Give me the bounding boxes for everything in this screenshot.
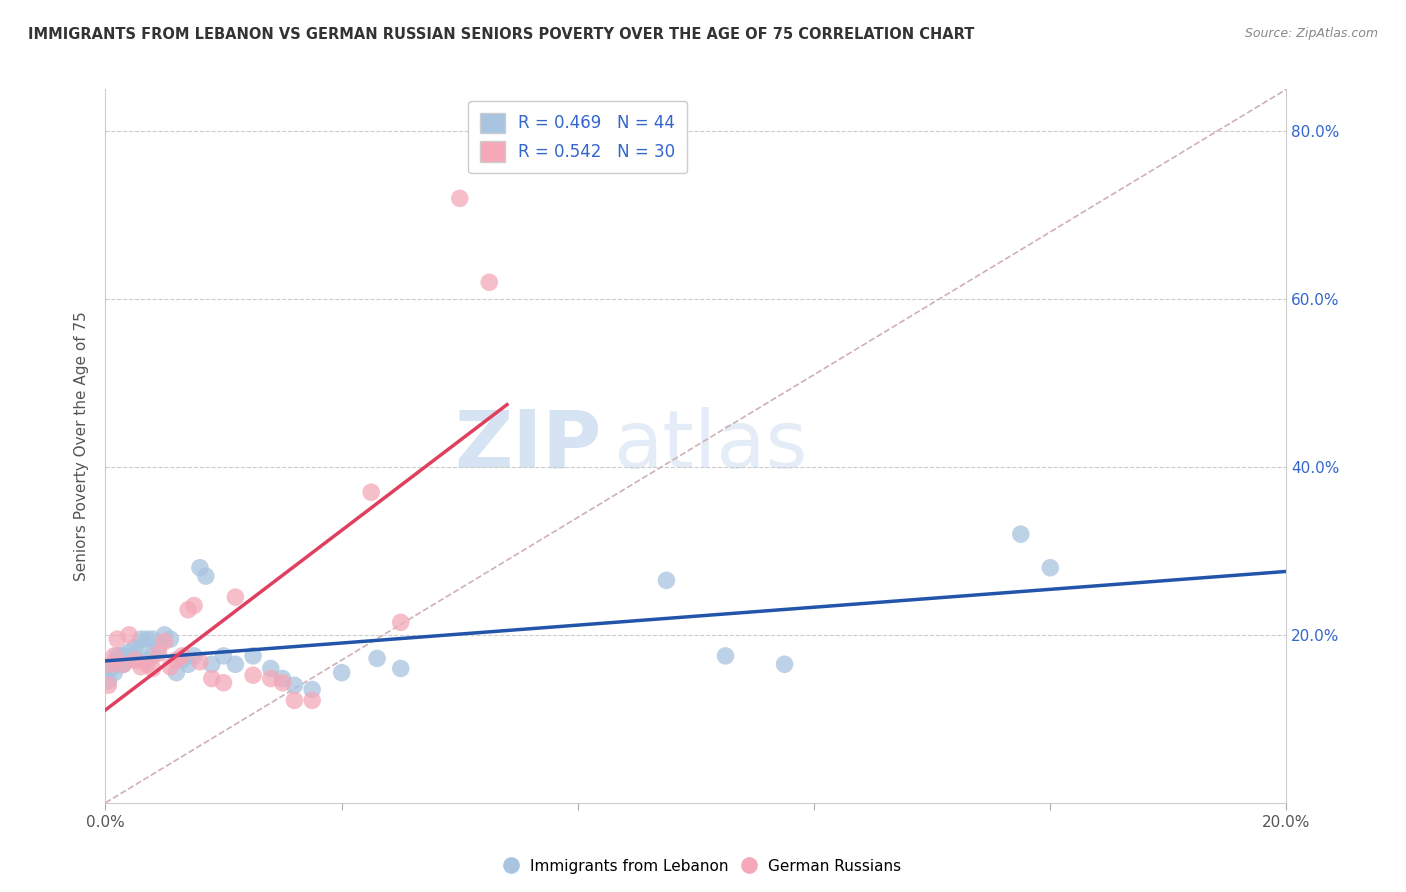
Point [224, 657, 246, 672]
Point [153, 628, 176, 642]
Point [112, 657, 135, 672]
Point [714, 648, 737, 663]
Point [105, 648, 128, 663]
Point [271, 672, 294, 686]
Point [124, 653, 146, 667]
Point [655, 574, 678, 588]
Point [159, 632, 181, 646]
Point [118, 648, 141, 663]
Point [212, 648, 235, 663]
Point [449, 191, 471, 205]
Point [201, 657, 224, 672]
Point [105, 632, 128, 646]
Point [135, 653, 157, 667]
Point [1039, 560, 1062, 574]
Point [135, 657, 157, 672]
Point [142, 661, 165, 675]
Point [129, 660, 152, 674]
Point [97, 674, 120, 689]
Y-axis label: Seniors Poverty Over the Age of 75: Seniors Poverty Over the Age of 75 [75, 311, 90, 581]
Point [1010, 527, 1032, 541]
Point [129, 640, 152, 655]
Point [112, 657, 135, 672]
Point [177, 603, 200, 617]
Point [124, 640, 146, 655]
Legend: Immigrants from Lebanon, German Russians: Immigrants from Lebanon, German Russians [499, 853, 907, 880]
Point [124, 653, 146, 667]
Point [105, 653, 128, 667]
Point [118, 628, 141, 642]
Point [165, 653, 187, 667]
Point [389, 661, 412, 675]
Point [183, 599, 205, 613]
Point [283, 678, 305, 692]
Point [301, 682, 323, 697]
Point [283, 693, 305, 707]
Point [142, 632, 165, 646]
Point [112, 657, 135, 672]
Point [172, 648, 194, 663]
Point [301, 693, 323, 707]
Legend: R = 0.469   N = 44, R = 0.542   N = 30: R = 0.469 N = 44, R = 0.542 N = 30 [468, 101, 688, 173]
Point [100, 657, 122, 672]
Point [103, 648, 125, 663]
Point [129, 632, 152, 646]
Point [242, 648, 264, 663]
Point [110, 648, 132, 663]
Point [165, 665, 187, 680]
Point [183, 648, 205, 663]
Point [103, 665, 125, 680]
Point [100, 661, 122, 675]
Point [153, 634, 176, 648]
Point [148, 646, 170, 660]
Point [118, 645, 141, 659]
Point [135, 632, 157, 646]
Point [260, 661, 283, 675]
Point [188, 655, 211, 669]
Point [97, 678, 120, 692]
Point [330, 665, 353, 680]
Point [112, 648, 135, 663]
Text: IMMIGRANTS FROM LEBANON VS GERMAN RUSSIAN SENIORS POVERTY OVER THE AGE OF 75 COR: IMMIGRANTS FROM LEBANON VS GERMAN RUSSIA… [28, 27, 974, 42]
Point [194, 569, 217, 583]
Point [177, 657, 200, 672]
Point [159, 660, 181, 674]
Point [148, 640, 170, 655]
Text: Source: ZipAtlas.com: Source: ZipAtlas.com [1244, 27, 1378, 40]
Point [366, 651, 388, 665]
Point [260, 672, 283, 686]
Point [172, 653, 194, 667]
Point [212, 675, 235, 690]
Point [271, 675, 294, 690]
Point [188, 560, 211, 574]
Point [773, 657, 796, 672]
Point [360, 485, 382, 500]
Point [201, 672, 224, 686]
Point [242, 668, 264, 682]
Point [478, 275, 501, 289]
Point [389, 615, 412, 630]
Point [224, 590, 246, 604]
Point [142, 648, 165, 663]
Text: ZIP: ZIP [454, 407, 602, 485]
Text: atlas: atlas [613, 407, 807, 485]
